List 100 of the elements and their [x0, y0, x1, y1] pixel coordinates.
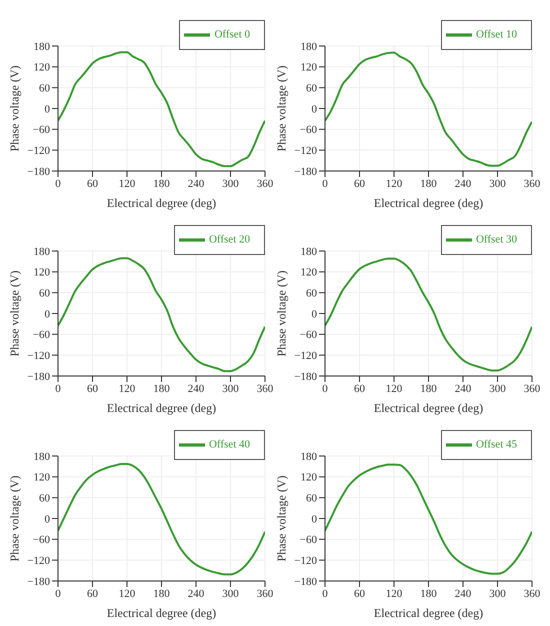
x-tick-label: 300	[489, 382, 506, 395]
y-tick-label: −60	[32, 329, 50, 342]
legend-label: Offset 30	[476, 234, 517, 246]
y-tick-label: −60	[32, 124, 50, 136]
x-tick-label: 0	[55, 588, 62, 600]
x-tick-label: 360	[524, 588, 541, 600]
y-tick-label: 120	[300, 472, 318, 484]
legend-label: Offset 20	[208, 234, 250, 246]
y-axis-title: Phase voltage (V)	[274, 476, 288, 562]
x-axis-title: Electrical degree (deg)	[106, 196, 216, 210]
y-tick-label: 180	[300, 450, 318, 463]
x-tick-label: 240	[188, 588, 205, 600]
y-tick-label: 0	[44, 103, 50, 116]
line-series	[325, 464, 532, 575]
y-tick-label: 120	[34, 266, 50, 279]
x-tick-label: 180	[153, 588, 170, 600]
y-tick-label: −120	[27, 350, 50, 362]
x-tick-label: 0	[322, 588, 328, 600]
y-tick-label: 60	[39, 492, 50, 505]
x-tick-label: 120	[118, 382, 136, 395]
y-tick-label: 180	[34, 450, 50, 463]
legend-label: Offset 0	[214, 28, 250, 41]
legend-label: Offset 45	[476, 438, 517, 451]
x-tick-label: 180	[420, 588, 438, 600]
x-tick-label: 300	[222, 178, 240, 190]
y-tick-label: −180	[294, 576, 318, 588]
x-tick-label: 0	[55, 382, 62, 395]
x-tick-label: 60	[354, 588, 366, 600]
x-tick-label: 60	[354, 178, 366, 190]
y-axis-title: Phase voltage (V)	[7, 270, 22, 356]
y-tick-label: 60	[306, 288, 318, 300]
x-tick-label: 120	[118, 178, 136, 190]
x-tick-label: 300	[222, 588, 240, 600]
x-tick-label: 240	[454, 588, 472, 600]
y-tick-label: −180	[27, 370, 50, 383]
y-tick-label: 60	[39, 288, 50, 300]
x-tick-label: 240	[454, 382, 472, 395]
y-tick-label: −120	[27, 555, 50, 568]
y-tick-label: 0	[44, 513, 50, 526]
x-tick-label: 300	[489, 178, 506, 190]
x-tick-label: 120	[386, 382, 403, 395]
x-tick-label: 60	[87, 588, 98, 600]
y-tick-label: 60	[39, 82, 50, 95]
y-tick-label: −120	[294, 145, 318, 158]
x-tick-label: 120	[386, 588, 403, 600]
y-tick-label: −120	[294, 350, 318, 362]
x-tick-label: 180	[420, 178, 438, 190]
y-tick-label: −180	[27, 166, 50, 178]
x-tick-label: 60	[87, 382, 98, 395]
x-tick-label: 240	[188, 382, 205, 395]
y-tick-label: −180	[27, 576, 50, 588]
line-series	[58, 462, 265, 576]
x-tick-label: 120	[118, 588, 136, 600]
y-tick-label: −180	[294, 370, 318, 383]
x-tick-label: 60	[354, 382, 366, 395]
y-tick-label: 180	[300, 246, 318, 258]
legend-label: Offset 40	[208, 438, 250, 451]
x-tick-label: 0	[322, 178, 328, 190]
y-tick-label: −180	[294, 166, 318, 178]
x-tick-label: 240	[454, 178, 472, 190]
line-series	[58, 257, 265, 372]
y-tick-label: 180	[300, 40, 318, 53]
y-axis-title: Phase voltage (V)	[7, 476, 22, 562]
line-series	[325, 52, 532, 167]
legend-label: Offset 10	[476, 28, 517, 41]
y-tick-label: 0	[44, 308, 50, 320]
y-tick-label: 0	[312, 103, 318, 116]
x-axis-title: Electrical degree (deg)	[374, 196, 484, 210]
y-axis-title: Phase voltage (V)	[274, 66, 288, 152]
y-tick-label: 120	[34, 62, 50, 74]
y-tick-label: 0	[312, 513, 318, 526]
x-tick-label: 180	[420, 382, 438, 395]
line-series	[325, 258, 532, 372]
x-tick-label: 360	[256, 382, 274, 395]
y-tick-label: 120	[34, 472, 50, 484]
y-tick-label: 0	[312, 308, 318, 320]
y-tick-label: −120	[294, 555, 318, 568]
y-axis-title: Phase voltage (V)	[7, 66, 22, 152]
y-axis-title: Phase voltage (V)	[274, 270, 288, 356]
x-tick-label: 360	[524, 382, 541, 395]
x-tick-label: 300	[222, 382, 240, 395]
y-tick-label: −60	[300, 534, 318, 546]
y-tick-label: 180	[34, 246, 50, 258]
y-tick-label: −120	[27, 145, 50, 158]
x-axis-title: Electrical degree (deg)	[374, 401, 484, 415]
x-axis-title: Electrical degree (deg)	[106, 401, 216, 415]
x-tick-label: 240	[188, 178, 205, 190]
x-tick-label: 60	[87, 178, 98, 190]
line-series	[58, 51, 265, 168]
x-axis-title: Electrical degree (deg)	[374, 606, 484, 620]
x-tick-label: 300	[489, 588, 506, 600]
x-tick-label: 120	[386, 178, 403, 190]
x-tick-label: 360	[256, 178, 274, 190]
y-tick-label: 120	[300, 266, 318, 279]
y-tick-label: −60	[300, 329, 318, 342]
y-tick-label: 120	[300, 62, 318, 74]
x-tick-label: 0	[322, 382, 328, 395]
y-tick-label: −60	[32, 534, 50, 546]
y-tick-label: 60	[306, 492, 318, 505]
x-axis-title: Electrical degree (deg)	[106, 606, 216, 620]
